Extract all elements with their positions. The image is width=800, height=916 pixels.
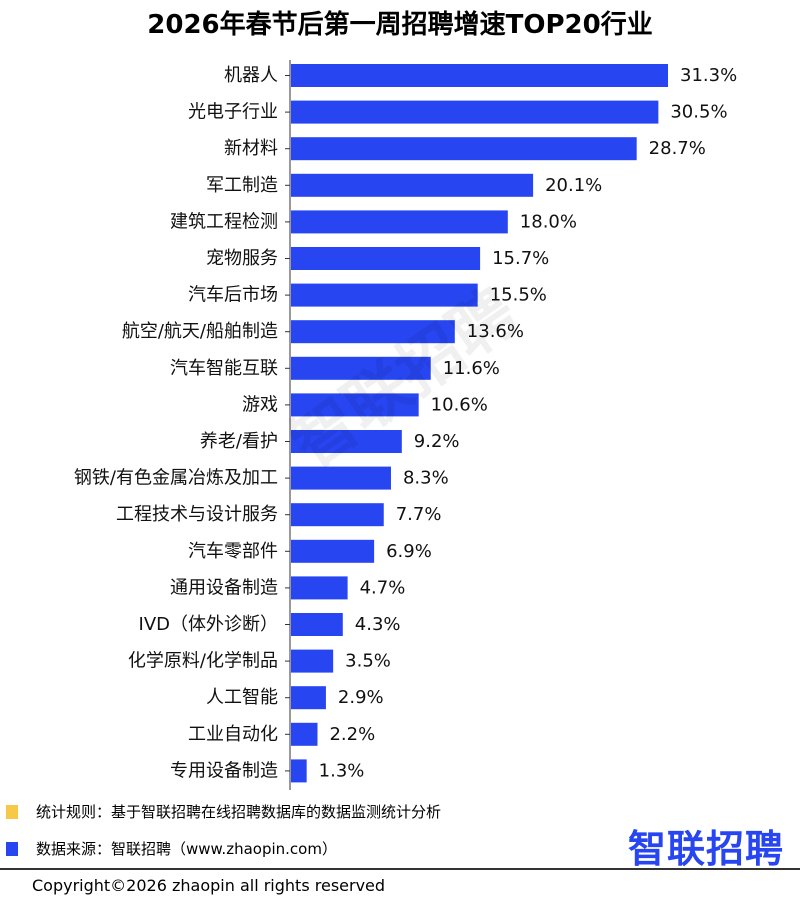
value-label: 4.7% (360, 577, 406, 598)
chart-title: 2026年春节后第一周招聘增速TOP20行业 (147, 10, 653, 40)
bar (291, 539, 375, 563)
category-label: 游戏 (242, 394, 278, 415)
value-label: 8.3% (403, 468, 449, 489)
bar (291, 356, 431, 380)
bar (291, 320, 455, 344)
category-label: 宠物服务 (206, 248, 278, 269)
bar (291, 393, 419, 417)
value-label: 6.9% (386, 541, 432, 562)
category-label: 钢铁/有色金属冶炼及加工 (74, 468, 278, 489)
category-label: 航空/航天/船舶制造 (122, 321, 278, 342)
value-label: 30.5% (670, 102, 727, 123)
blue-square-icon (6, 841, 18, 856)
bar (291, 686, 326, 710)
value-label: 28.7% (649, 138, 706, 159)
value-label: 2.9% (338, 687, 384, 708)
zhaopin-logo: 智联招聘 (627, 827, 784, 871)
category-label: 光电子行业 (188, 102, 278, 123)
category-label: 养老/看护 (200, 431, 278, 452)
bar (291, 576, 348, 600)
bar (291, 722, 318, 746)
value-label: 20.1% (545, 175, 602, 196)
value-label: 7.7% (396, 504, 442, 525)
category-label: 工业自动化 (188, 724, 278, 745)
bar (291, 100, 659, 124)
bar (291, 283, 478, 307)
value-label: 31.3% (680, 65, 737, 86)
bar (291, 649, 334, 673)
category-label: 汽车零部件 (188, 541, 278, 562)
footer-divider (0, 868, 800, 870)
category-label: 新材料 (224, 138, 278, 159)
bar (291, 759, 307, 783)
value-label: 15.5% (490, 285, 547, 306)
value-label: 11.6% (443, 358, 500, 379)
value-label: 9.2% (414, 431, 460, 452)
note-rule: 统计规则：基于智联招聘在线招聘数据库的数据监测统计分析 (6, 801, 441, 822)
bar (291, 64, 668, 87)
category-label: 建筑工程检测 (170, 211, 278, 232)
value-label: 10.6% (431, 394, 488, 415)
bar (291, 137, 637, 161)
copyright: Copyright©2026 zhaopin all rights reserv… (32, 876, 386, 895)
value-label: 13.6% (467, 321, 524, 342)
category-label: 人工智能 (206, 687, 278, 708)
bar (291, 210, 508, 234)
value-label: 2.2% (329, 724, 375, 745)
note-source-text: 数据来源：智联招聘（www.zhaopin.com） (36, 840, 337, 858)
category-label: 汽车智能互联 (170, 358, 278, 379)
category-label: 专用设备制造 (170, 760, 278, 781)
value-label: 4.3% (355, 614, 401, 635)
category-label: 工程技术与设计服务 (116, 504, 278, 525)
bar (291, 173, 534, 197)
value-label: 1.3% (319, 760, 365, 781)
bar (291, 466, 391, 490)
value-label: 3.5% (345, 651, 391, 672)
note-source: 数据来源：智联招聘（www.zhaopin.com） (6, 838, 337, 859)
category-label: 机器人 (224, 65, 278, 86)
bar (291, 247, 481, 270)
value-label: 15.7% (492, 248, 549, 269)
value-label: 18.0% (520, 211, 577, 232)
bar-chart: 机器人 31.3% 光电子行业 30.5% 新材料 28.7% 军工制造 20.1% 建筑工程检… (74, 60, 737, 790)
bar (291, 430, 402, 453)
category-label: IVD（体外诊断） (139, 614, 278, 635)
category-label: 通用设备制造 (170, 577, 278, 598)
category-label: 汽车后市场 (188, 285, 278, 306)
bar (291, 613, 343, 636)
note-rule-text: 统计规则：基于智联招聘在线招聘数据库的数据监测统计分析 (36, 803, 442, 821)
yellow-square-icon (6, 804, 18, 819)
bar (291, 503, 384, 527)
category-label: 军工制造 (206, 175, 278, 196)
category-label: 化学原料/化学制品 (128, 651, 278, 672)
